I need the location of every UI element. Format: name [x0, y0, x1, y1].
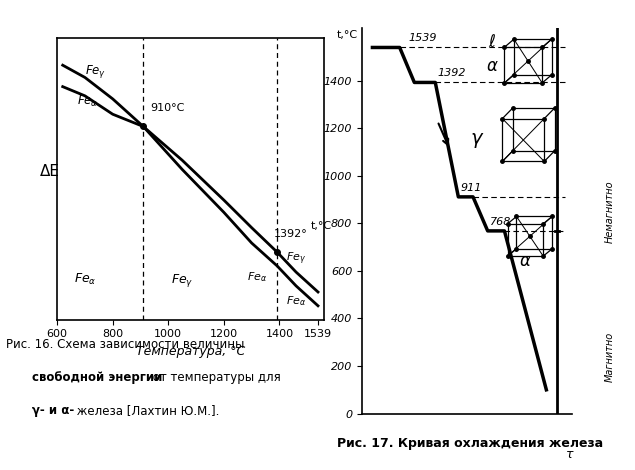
Text: 911: 911	[460, 182, 482, 193]
Text: железа [Лахтин Ю.М.].: железа [Лахтин Ю.М.].	[73, 404, 220, 416]
Text: 768: 768	[490, 217, 511, 227]
Text: $\alpha$: $\alpha$	[519, 252, 531, 270]
Text: Немагнитно: Немагнитно	[605, 180, 615, 243]
Text: 1392: 1392	[438, 68, 466, 78]
Text: $\tau$: $\tau$	[565, 447, 575, 461]
Y-axis label: t,°C: t,°C	[311, 221, 331, 231]
Text: $\gamma$: $\gamma$	[470, 131, 485, 149]
Text: γ- и α-: γ- и α-	[32, 404, 74, 416]
Text: 1392°: 1392°	[274, 229, 307, 239]
X-axis label: Температура, °С: Температура, °С	[136, 345, 245, 358]
Text: $Fe_\alpha$: $Fe_\alpha$	[286, 294, 306, 308]
Text: $\alpha$: $\alpha$	[486, 57, 498, 75]
Text: от температуры для: от температуры для	[149, 371, 281, 384]
Text: Рис. 17. Кривая охлаждения железа: Рис. 17. Кривая охлаждения железа	[337, 437, 603, 449]
Text: Магнитно: Магнитно	[605, 332, 615, 382]
Text: $Fe_\gamma$: $Fe_\gamma$	[171, 272, 194, 289]
Text: 910°C: 910°C	[150, 103, 185, 113]
Text: свободной энергии: свободной энергии	[32, 371, 162, 384]
Text: 1539: 1539	[408, 33, 436, 43]
Text: Рис. 16. Схема зависимости величины: Рис. 16. Схема зависимости величины	[6, 338, 244, 351]
Text: $Fe_\alpha$: $Fe_\alpha$	[77, 94, 98, 109]
Text: $\ell$: $\ell$	[488, 33, 496, 52]
Y-axis label: ΔE: ΔE	[40, 164, 60, 179]
Text: $Fe_\gamma$: $Fe_\gamma$	[86, 63, 107, 80]
Text: $Fe_\gamma$: $Fe_\gamma$	[286, 251, 306, 267]
Text: $Fe_\alpha$: $Fe_\alpha$	[247, 270, 267, 283]
Text: t,°C: t,°C	[337, 31, 358, 40]
Text: $Fe_\alpha$: $Fe_\alpha$	[74, 272, 96, 287]
